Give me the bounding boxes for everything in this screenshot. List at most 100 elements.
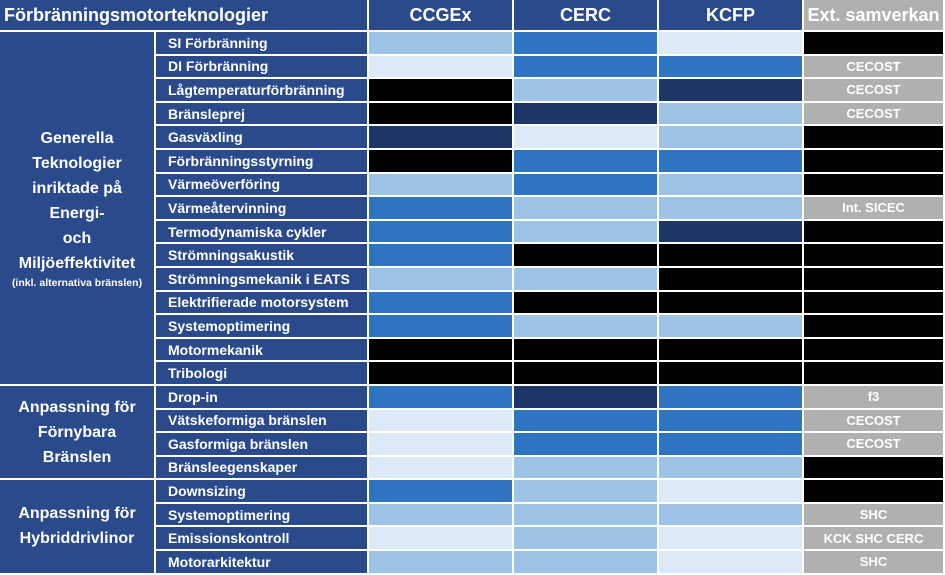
row-label: Systemoptimering [156,503,369,528]
group-label-line: Anpassning för [18,505,136,523]
matrix-cell-kcfp [659,32,804,56]
matrix-cell-cerc [514,126,659,150]
group-label-line: Hybriddrivlinor [19,530,135,548]
matrix-cell-ccgex [369,551,514,575]
matrix-cell-cerc [514,503,659,528]
matrix-cell-ccgex [369,503,514,528]
group-label-line: Bränslen [42,448,112,466]
row-label: Termodynamiska cykler [156,220,369,245]
matrix-cell-ccgex [369,197,514,221]
matrix-cell-kcfp [659,315,804,339]
ext-cell: CECOST [804,79,945,103]
matrix-cell-ccgex [369,385,514,410]
row-label: Strömningsmekanik i EATS [156,267,369,292]
matrix-cell-cerc [514,55,659,80]
matrix-cell-cerc [514,102,659,127]
matrix-cell-ccgex [369,267,514,292]
matrix-cell-cerc [514,149,659,174]
matrix-cell-ccgex [369,149,514,174]
ext-cell: Int. SICEC [804,197,945,221]
matrix-cell-kcfp [659,338,804,363]
group-label-line: Teknologier [32,154,122,172]
ext-cell: SHC [804,551,945,575]
row-label: Förbränningsstyrning [156,149,369,174]
ext-cell [804,220,945,245]
group-label-line: Förnybara [37,423,117,441]
matrix-cell-cerc [514,197,659,221]
ext-cell [804,244,945,268]
row-label: Motormekanik [156,338,369,363]
matrix-cell-cerc [514,385,659,410]
matrix-cell-kcfp [659,102,804,127]
ext-cell [804,291,945,316]
matrix-cell-cerc [514,244,659,268]
ext-cell [804,338,945,363]
row-label: Strömningsakustik [156,244,369,268]
column-header-2: CERC [514,0,659,32]
matrix-cell-kcfp [659,267,804,292]
table-title: Förbränningsmotorteknologier [0,0,369,32]
matrix-cell-kcfp [659,291,804,316]
row-label: DI Förbränning [156,55,369,80]
row-label: Systemoptimering [156,315,369,339]
matrix-cell-kcfp [659,480,804,504]
matrix-cell-ccgex [369,409,514,434]
matrix-cell-cerc [514,456,659,481]
group-label-2: Anpassning för Förnybara Bränslen [0,385,156,481]
matrix-cell-kcfp [659,173,804,198]
ext-cell [804,173,945,198]
matrix-cell-kcfp [659,503,804,528]
row-label: Emissionskontroll [156,527,369,552]
matrix-cell-cerc [514,551,659,575]
ext-cell [804,315,945,339]
row-label: Downsizing [156,480,369,504]
matrix-cell-ccgex [369,456,514,481]
group-label-1: Generella Teknologier inriktade på Energi-… [0,32,156,386]
matrix-cell-kcfp [659,126,804,150]
matrix-cell-cerc [514,267,659,292]
matrix-cell-ccgex [369,338,514,363]
matrix-cell-ccgex [369,527,514,552]
matrix-cell-ccgex [369,362,514,386]
group-label-line: Miljöeffektivitet [18,254,136,272]
matrix-cell-kcfp [659,433,804,457]
ext-cell [804,267,945,292]
matrix-cell-cerc [514,338,659,363]
ext-cell: SHC [804,503,945,528]
column-header-4: Ext. samverkan [804,0,945,32]
matrix-cell-kcfp [659,220,804,245]
matrix-cell-ccgex [369,315,514,339]
ext-cell [804,362,945,386]
matrix-cell-cerc [514,480,659,504]
matrix-cell-cerc [514,173,659,198]
matrix-cell-ccgex [369,32,514,56]
row-label: Värmeåtervinning [156,197,369,221]
row-label: Elektrifierade motorsystem [156,291,369,316]
group-note: (inkl. alternativa bränslen) [11,276,143,289]
ext-cell: f3 [804,385,945,410]
matrix-cell-kcfp [659,244,804,268]
row-label: Bränsleegenskaper [156,456,369,481]
group-label-line: Anpassning för [18,398,136,416]
matrix-cell-kcfp [659,149,804,174]
matrix-cell-cerc [514,362,659,386]
row-label: Gasväxling [156,126,369,150]
ext-cell [804,149,945,174]
matrix-cell-cerc [514,409,659,434]
row-label: SI Förbränning [156,32,369,56]
matrix-cell-kcfp [659,527,804,552]
group-label-3: Anpassning för Hybriddrivlinor [0,480,156,575]
group-label-line: Generella [40,129,114,147]
ext-cell: CECOST [804,102,945,127]
matrix-cell-ccgex [369,433,514,457]
matrix-cell-cerc [514,220,659,245]
ext-cell: KCK SHC CERC [804,527,945,552]
matrix-cell-kcfp [659,409,804,434]
matrix-cell-ccgex [369,220,514,245]
ext-cell [804,126,945,150]
matrix-cell-cerc [514,79,659,103]
row-label: Lågtemperaturförbränning [156,79,369,103]
matrix-cell-cerc [514,32,659,56]
matrix-cell-cerc [514,315,659,339]
column-header-3: KCFP [659,0,804,32]
